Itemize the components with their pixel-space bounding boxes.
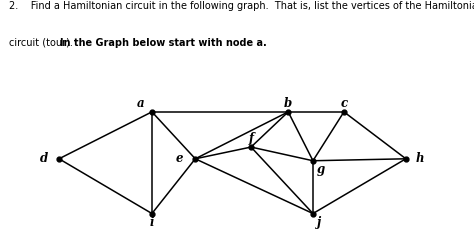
Text: circuit (tour).: circuit (tour). xyxy=(9,38,80,48)
Text: c: c xyxy=(340,97,347,110)
Text: 2.    Find a Hamiltonian circuit in the following graph.  That is, list the vert: 2. Find a Hamiltonian circuit in the fol… xyxy=(9,1,474,11)
Text: i: i xyxy=(150,216,154,229)
Text: j: j xyxy=(317,216,321,229)
Text: b: b xyxy=(284,97,292,110)
Text: h: h xyxy=(415,152,424,165)
Text: d: d xyxy=(39,152,48,165)
Text: In the Graph below start with node a.: In the Graph below start with node a. xyxy=(60,38,267,48)
Text: a: a xyxy=(137,97,145,110)
Text: e: e xyxy=(176,152,183,165)
Text: f: f xyxy=(248,132,254,145)
Text: g: g xyxy=(316,163,325,176)
